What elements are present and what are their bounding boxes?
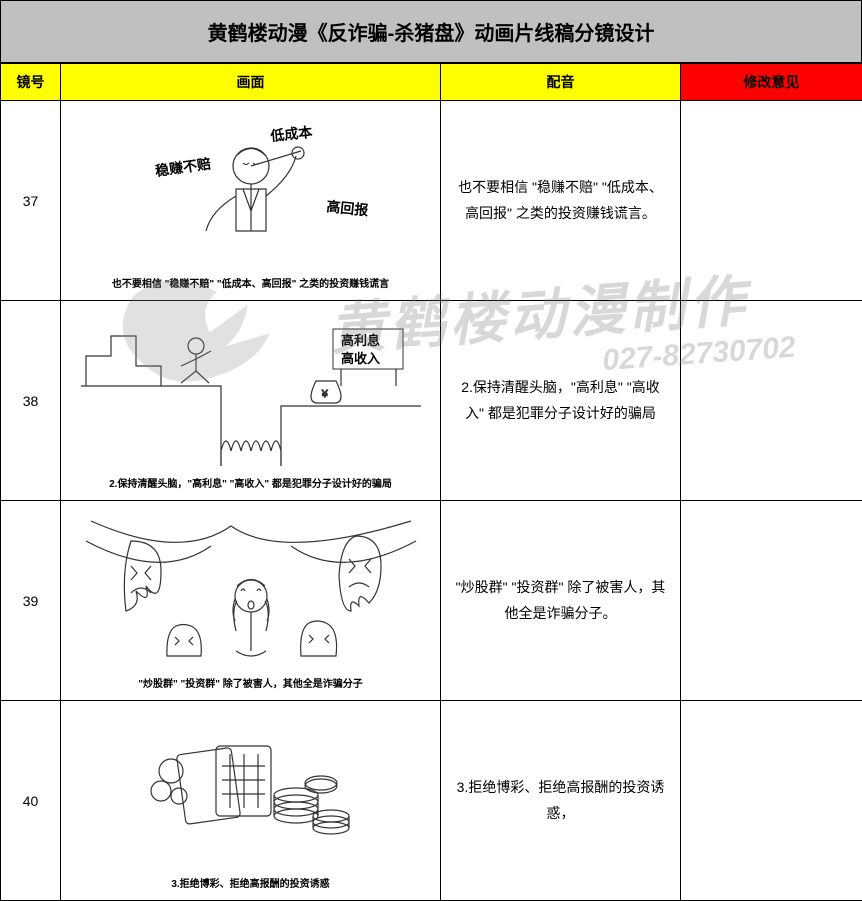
svg-text:¥: ¥ — [321, 389, 328, 400]
revision-cell — [681, 301, 862, 501]
sketch-39 — [69, 511, 432, 671]
scene-cell: 3.拒绝博彩、拒绝高报酬的投资诱惑 — [61, 701, 441, 901]
scene-cell: ¥ 高利息 高收入 2.保持清醒头脑，"高 — [61, 301, 441, 501]
vo-text: 2.保持清醒头脑，"高利息" "高收入" 都是犯罪分子设计好的骗局 — [441, 301, 681, 501]
hdr-vo: 配音 — [441, 64, 681, 101]
revision-cell — [681, 701, 862, 901]
label-text: 低成本 — [268, 124, 313, 145]
scene-caption: "炒股群" "投资群" 除了被害人，其他全是诈骗分子 — [69, 675, 432, 690]
shot-number: 37 — [1, 101, 61, 301]
scene-caption: 也不要相信 "稳赚不赔" "低成本、高回报" 之类的投资赚钱谎言 — [69, 275, 432, 290]
scene-cell: "炒股群" "投资群" 除了被害人，其他全是诈骗分子 — [61, 501, 441, 701]
vo-text: 也不要相信 "稳赚不赔" "低成本、高回报" 之类的投资赚钱谎言。 — [441, 101, 681, 301]
vo-text: "炒股群" "投资群" 除了被害人，其他全是诈骗分子。 — [441, 501, 681, 701]
header-row: 镜号 画面 配音 修改意见 — [1, 64, 862, 101]
storyboard-table: 镜号 画面 配音 修改意见 37 — [0, 63, 862, 901]
page-title: 黄鹤楼动漫《反诈骗-杀猪盘》动画片线稿分镜设计 — [0, 0, 862, 63]
vo-text: 3.拒绝博彩、拒绝高报酬的投资诱惑， — [441, 701, 681, 901]
shot-number: 40 — [1, 701, 61, 901]
table-row: 39 — [1, 501, 862, 701]
revision-cell — [681, 101, 862, 301]
revision-cell — [681, 501, 862, 701]
table-row: 37 — [1, 101, 862, 301]
sketch-37: 稳赚不赔 低成本 高回报 — [69, 111, 432, 271]
label-text: 稳赚不赔 — [154, 155, 212, 179]
hdr-rev: 修改意见 — [681, 64, 862, 101]
svg-text:高利息: 高利息 — [341, 333, 380, 348]
label-box: 高利息 高收入 — [333, 329, 403, 369]
shot-number: 39 — [1, 501, 61, 701]
table-row: 40 — [1, 701, 862, 901]
table-row: 38 — [1, 301, 862, 501]
storyboard-page: 黄鹤楼动漫《反诈骗-杀猪盘》动画片线稿分镜设计 镜号 画面 配音 修改意见 37 — [0, 0, 862, 901]
scene-cell: 稳赚不赔 低成本 高回报 也不要相信 "稳赚不赔" "低成本、高回报" 之类的投… — [61, 101, 441, 301]
sketch-40 — [69, 711, 432, 871]
scene-caption: 2.保持清醒头脑，"高利息" "高收入" 都是犯罪分子设计好的骗局 — [69, 475, 432, 490]
label-text: 高回报 — [325, 198, 368, 218]
shot-number: 38 — [1, 301, 61, 501]
svg-text:高收入: 高收入 — [341, 351, 380, 366]
hdr-scene: 画面 — [61, 64, 441, 101]
sketch-38: ¥ 高利息 高收入 — [69, 311, 432, 471]
hdr-no: 镜号 — [1, 64, 61, 101]
scene-caption: 3.拒绝博彩、拒绝高报酬的投资诱惑 — [69, 875, 432, 890]
